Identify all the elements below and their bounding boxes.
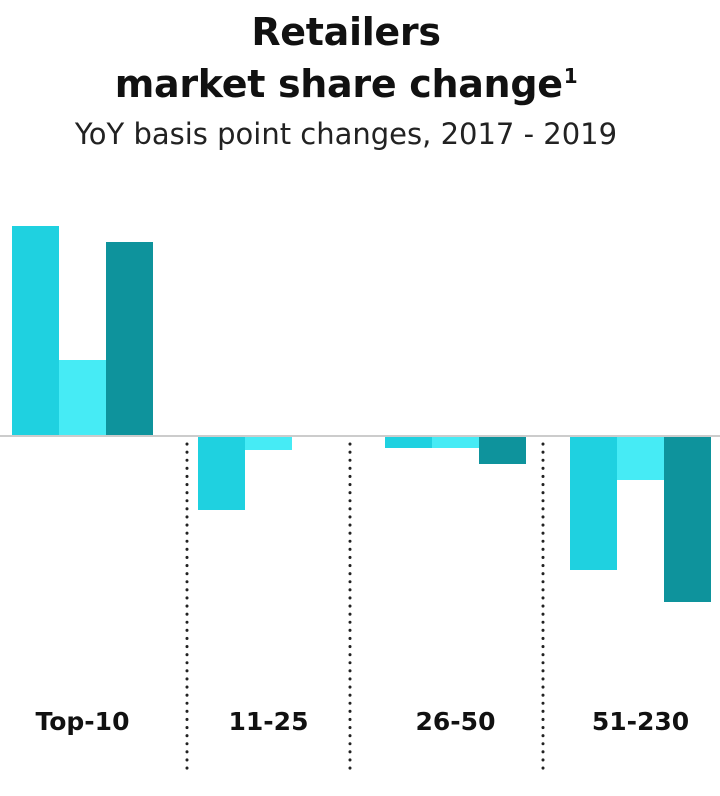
chart-title: Retailers market share change1	[0, 10, 692, 106]
bar-51-230-series-3	[664, 436, 711, 602]
category-label-4: 51-230	[592, 707, 689, 736]
bar-26-50-series-2	[432, 436, 479, 448]
bar-11-25-series-1	[198, 436, 245, 510]
bar-26-50-series-3	[479, 436, 526, 464]
chart-subtitle: YoY basis point changes, 2017 - 2019	[74, 117, 618, 151]
category-label-1: Top-10	[36, 707, 130, 736]
title-line-2: market share change1	[0, 54, 692, 106]
title-line-2-text: market share change	[114, 62, 563, 106]
bar-11-25-series-2	[245, 436, 292, 450]
title-line-1: Retailers	[251, 10, 441, 54]
bar-top-10-series-3	[106, 242, 153, 436]
bar-51-230-series-1	[570, 436, 617, 570]
bar-top-10-series-2	[59, 360, 106, 436]
category-label-3: 26-50	[416, 707, 496, 736]
bar-26-50-series-1	[385, 436, 432, 448]
bar-51-230-series-2	[617, 436, 664, 480]
group-dividers	[185, 442, 545, 778]
bar-top-10-series-1	[12, 226, 59, 436]
bars-group	[12, 226, 711, 602]
title-footnote-marker: 1	[563, 64, 578, 88]
category-label-2: 11-25	[229, 707, 309, 736]
category-labels: Top-10 11-25 26-50 51-230	[36, 707, 690, 736]
